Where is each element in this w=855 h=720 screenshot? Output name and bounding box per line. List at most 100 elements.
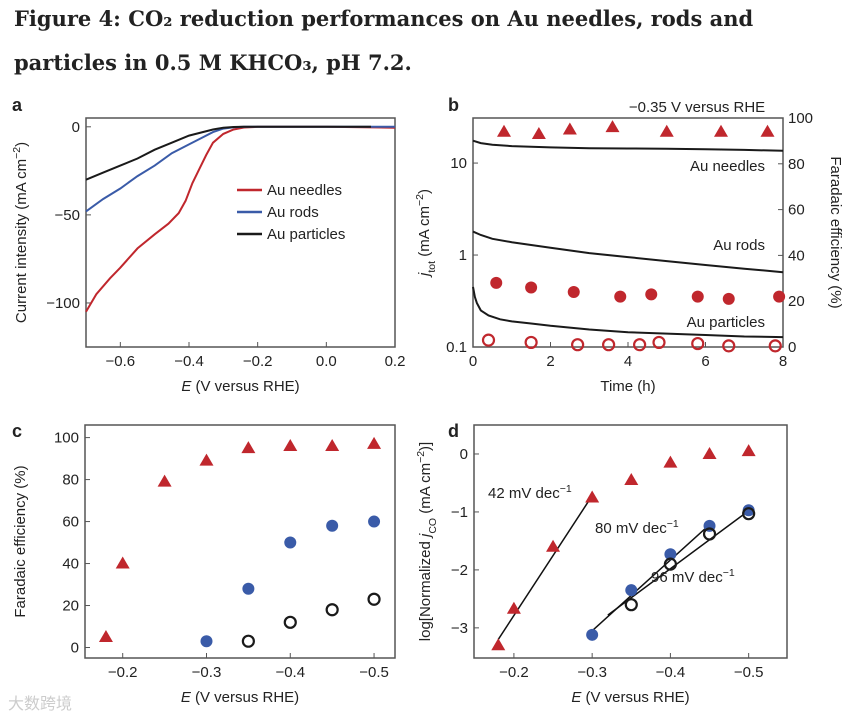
- data-point: [199, 453, 214, 466]
- data-point: [625, 584, 638, 597]
- data-point: [367, 436, 382, 449]
- legend-label: Au rods: [267, 204, 319, 221]
- x-tick-label: −0.4: [656, 664, 686, 681]
- data-point: [722, 339, 736, 353]
- data-point: [571, 338, 585, 352]
- y2-tick-label: 80: [788, 156, 805, 173]
- series-line: [85, 125, 371, 181]
- figure-title-line-2: particles in 0.5 M KHCO₃, pH 7.2.: [14, 50, 412, 75]
- panel-label-a: a: [12, 95, 23, 115]
- data-point: [241, 634, 255, 648]
- data-point: [284, 536, 297, 549]
- data-point: [760, 124, 775, 137]
- data-point: [491, 638, 506, 651]
- y-axis-label: jtot (mA cm−2): [414, 189, 438, 278]
- x-tick-label: −0.4: [174, 353, 204, 370]
- x-axis-label: Time (h): [600, 378, 655, 395]
- fit-line: [497, 495, 593, 640]
- y2-tick-label: 0: [788, 339, 796, 356]
- data-point: [325, 438, 340, 451]
- figure-title-line-1: Figure 4: CO₂ reduction performances on …: [14, 6, 754, 31]
- data-point: [200, 635, 213, 648]
- data-point: [241, 441, 256, 454]
- data-point: [367, 592, 381, 606]
- y-tick-label: −3: [451, 620, 468, 637]
- y-tick-label: −100: [46, 295, 80, 312]
- x-tick-label: −0.5: [734, 664, 764, 681]
- data-point: [524, 335, 538, 350]
- plot-frame-d: [473, 424, 788, 659]
- watermark: 大数跨境: [8, 694, 73, 713]
- series-line: [85, 125, 395, 213]
- data-point: [691, 290, 704, 303]
- panel-label-d: d: [448, 421, 459, 441]
- x-tick-label: −0.4: [275, 664, 305, 681]
- x-tick-label: 6: [701, 353, 709, 370]
- data-point: [562, 122, 577, 135]
- y-axis-label: Faradaic efficiency (%): [12, 465, 29, 617]
- data-point: [368, 515, 381, 528]
- y-tick-label: 10: [450, 155, 467, 172]
- data-point: [663, 455, 678, 468]
- data-point: [691, 336, 705, 351]
- data-point: [497, 124, 511, 137]
- y-tick-label: 0.1: [446, 339, 467, 356]
- data-point: [325, 603, 339, 617]
- data-point: [659, 124, 674, 137]
- y-tick-label: −2: [451, 562, 468, 579]
- y-axis-label: log[Normalized jCO (mA cm−2)]: [415, 442, 439, 641]
- data-point: [602, 338, 616, 352]
- data-point: [567, 286, 580, 299]
- data-point: [702, 527, 717, 541]
- x-tick-label: 0.0: [316, 353, 337, 370]
- y2-tick-label: 60: [788, 202, 805, 219]
- x-tick-label: −0.3: [577, 664, 607, 681]
- x-axis-label: E (V versus RHE): [181, 689, 299, 706]
- x-tick-label: −0.5: [359, 664, 389, 681]
- data-point: [652, 335, 666, 350]
- data-point: [326, 519, 339, 532]
- data-point: [624, 598, 638, 612]
- x-tick-label: −0.2: [499, 664, 529, 681]
- series-line: [472, 230, 784, 274]
- data-point: [157, 474, 172, 487]
- legend-label: Au particles: [267, 226, 345, 243]
- y-tick-label: 80: [62, 472, 79, 489]
- x-axis-label: E (V versus RHE): [181, 378, 299, 395]
- data-point: [283, 615, 297, 629]
- x-tick-label: 0: [469, 353, 477, 370]
- data-point: [614, 290, 627, 303]
- data-point: [98, 630, 113, 643]
- y2-axis-label: Faradaic efficiency (%): [827, 156, 844, 308]
- y-tick-label: 40: [62, 556, 79, 573]
- x-tick-label: −0.3: [192, 664, 222, 681]
- y2-tick-label: 20: [788, 293, 805, 310]
- panel-label-c: c: [12, 421, 22, 441]
- series-line: [85, 125, 396, 313]
- data-point: [742, 504, 755, 517]
- fit-line: [607, 510, 750, 616]
- x-tick-label: −0.6: [106, 353, 136, 370]
- data-point: [586, 628, 599, 641]
- data-point: [663, 557, 678, 571]
- plot-frame-c: [84, 424, 396, 659]
- data-point: [585, 490, 600, 503]
- y-tick-label: 0: [460, 446, 468, 463]
- curve-label: Au needles: [690, 158, 765, 175]
- y-tick-label: 0: [72, 119, 80, 136]
- data-point: [624, 473, 639, 486]
- data-point: [768, 339, 782, 353]
- data-point: [490, 276, 503, 289]
- x-axis-label: E (V versus RHE): [571, 689, 689, 706]
- data-point: [531, 127, 546, 140]
- data-point: [481, 333, 496, 347]
- y-tick-label: 60: [62, 514, 79, 531]
- data-point: [664, 548, 677, 561]
- curve-label: Au rods: [713, 237, 765, 254]
- panel-annotation: −0.35 V versus RHE: [629, 99, 765, 116]
- slope-annotation: 80 mV dec−1: [595, 518, 679, 537]
- panel-label-b: b: [448, 95, 459, 115]
- data-point: [546, 539, 561, 552]
- plot-frame-b: [472, 117, 784, 348]
